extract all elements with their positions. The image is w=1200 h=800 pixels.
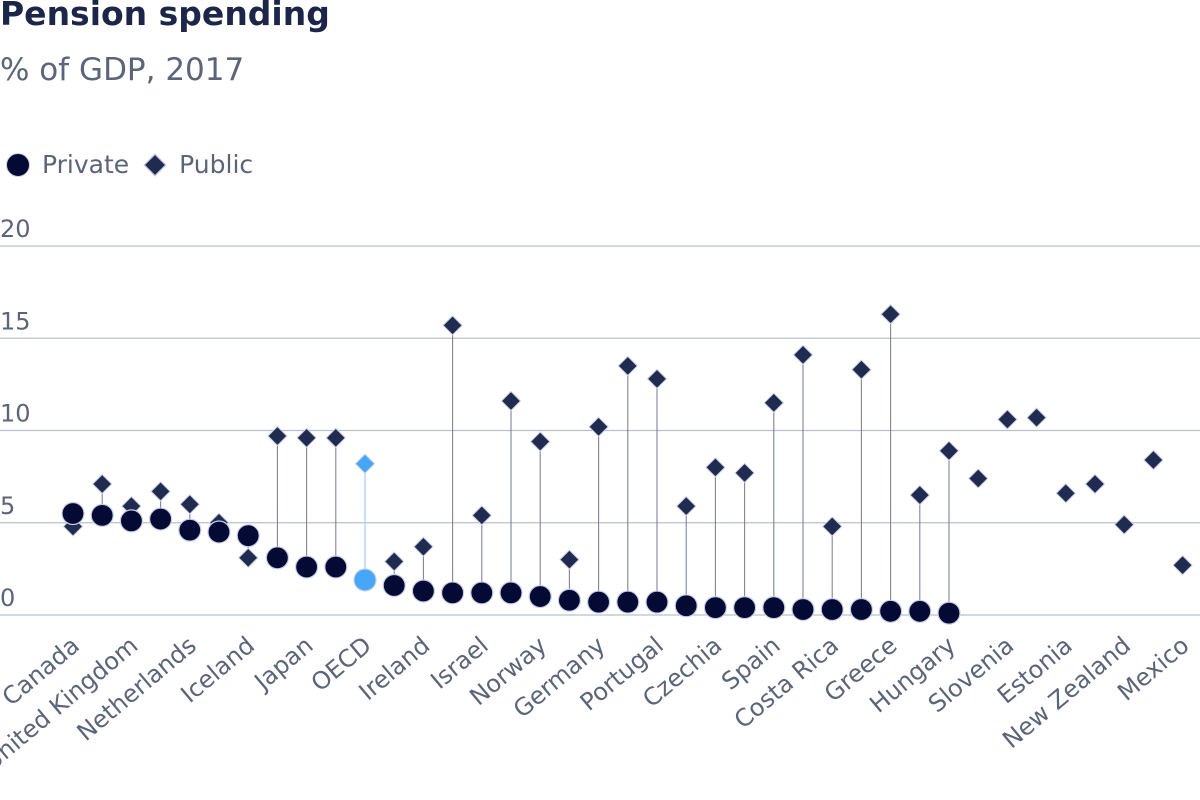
public-point xyxy=(383,551,405,572)
private-point xyxy=(119,509,143,533)
public-point xyxy=(91,473,113,495)
private-point xyxy=(878,599,903,623)
public-point xyxy=(413,536,434,557)
public-point xyxy=(529,431,551,452)
public-point xyxy=(471,505,493,526)
private-point xyxy=(703,596,728,620)
private-point xyxy=(762,596,786,620)
public-point xyxy=(938,440,960,462)
legend-circle-icon xyxy=(6,152,30,177)
public-point xyxy=(179,494,201,515)
private-point xyxy=(61,501,85,526)
private-point xyxy=(178,518,202,542)
private-point xyxy=(732,596,757,620)
public-point xyxy=(763,392,785,414)
public-point xyxy=(442,315,463,336)
public-point xyxy=(325,427,347,449)
chart-title: Pension spending xyxy=(0,0,330,33)
public-point xyxy=(705,457,726,478)
y-tick-label-20: 20 xyxy=(0,215,31,243)
private-point xyxy=(265,546,289,570)
legend-label-public: Public xyxy=(179,150,254,179)
public-point xyxy=(967,468,989,489)
private-point xyxy=(791,597,815,622)
private-point xyxy=(236,524,260,548)
private-point xyxy=(586,590,611,614)
private-point xyxy=(441,581,465,605)
y-tick-label-5: 5 xyxy=(0,492,15,520)
private-point xyxy=(557,588,582,612)
public-point xyxy=(734,462,755,484)
public-point xyxy=(1113,514,1135,535)
private-point xyxy=(820,597,844,622)
private-point xyxy=(528,584,552,609)
public-point xyxy=(559,549,580,570)
private-point xyxy=(908,599,932,623)
private-point xyxy=(411,579,435,603)
y-tick-label-0: 0 xyxy=(0,584,15,612)
private-point xyxy=(616,590,640,614)
legend-item-private[interactable]: Private xyxy=(6,150,129,179)
public-point xyxy=(237,547,259,569)
y-tick-label-10: 10 xyxy=(0,400,31,428)
public-point xyxy=(880,304,901,325)
private-point xyxy=(90,503,114,527)
legend-label-private: Private xyxy=(42,150,130,179)
public-point xyxy=(617,355,639,377)
public-point xyxy=(296,427,317,449)
public-point xyxy=(1026,407,1047,428)
public-point xyxy=(1055,483,1077,504)
private-point xyxy=(295,555,319,579)
private-point xyxy=(674,594,698,618)
public-point xyxy=(1084,473,1106,495)
public-point xyxy=(1143,449,1164,471)
public-point xyxy=(675,495,697,517)
private-point xyxy=(645,590,669,614)
chart-subtitle: % of GDP, 2017 xyxy=(0,52,245,88)
x-tick-label: Japan xyxy=(248,631,319,697)
public-point xyxy=(909,484,931,506)
private-point xyxy=(470,581,494,605)
public-point xyxy=(267,425,288,447)
private-point xyxy=(937,601,961,625)
public-point xyxy=(150,481,171,502)
public-point xyxy=(646,368,668,390)
public-point xyxy=(821,516,843,537)
public-point xyxy=(792,344,814,366)
public-point xyxy=(500,390,522,412)
private-point xyxy=(149,507,173,531)
public-point xyxy=(354,453,376,474)
private-point xyxy=(849,597,874,622)
private-point xyxy=(382,573,406,598)
private-point xyxy=(353,568,377,592)
public-point xyxy=(851,359,872,380)
y-tick-label-15: 15 xyxy=(0,307,31,335)
public-point xyxy=(997,409,1018,430)
legend-item-public[interactable]: Public xyxy=(143,150,253,179)
public-point xyxy=(1172,554,1193,576)
private-point xyxy=(324,555,348,579)
private-point xyxy=(499,581,523,605)
private-point xyxy=(207,520,231,544)
public-point xyxy=(588,416,609,438)
legend: Private Public xyxy=(6,150,267,179)
